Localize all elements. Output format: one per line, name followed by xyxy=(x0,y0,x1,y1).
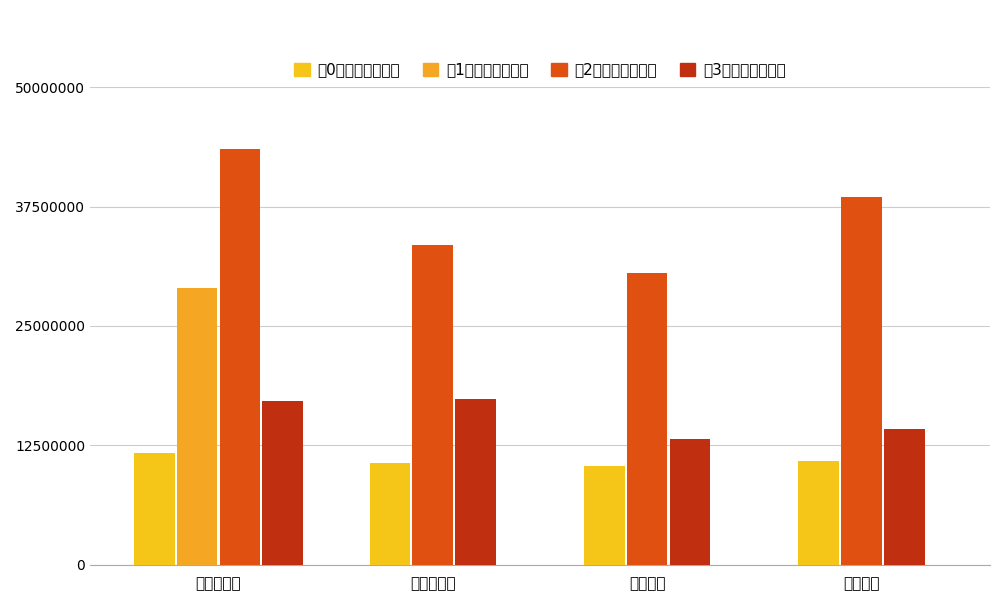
Bar xyxy=(177,288,217,565)
Bar xyxy=(134,453,175,565)
Bar xyxy=(262,401,304,565)
Bar xyxy=(627,273,667,565)
Legend: 第0回平均ボーダー, 第1回平均ボーダー, 第2回平均ボーダー, 第3回平均ボーダー: 第0回平均ボーダー, 第1回平均ボーダー, 第2回平均ボーダー, 第3回平均ボー… xyxy=(288,56,792,84)
Bar xyxy=(884,429,925,565)
Bar xyxy=(455,399,496,565)
Bar xyxy=(412,245,453,565)
Bar xyxy=(798,461,839,565)
Bar xyxy=(841,197,881,565)
Bar xyxy=(584,465,625,565)
Bar xyxy=(669,439,711,565)
Bar xyxy=(220,149,260,565)
Bar xyxy=(370,462,410,565)
